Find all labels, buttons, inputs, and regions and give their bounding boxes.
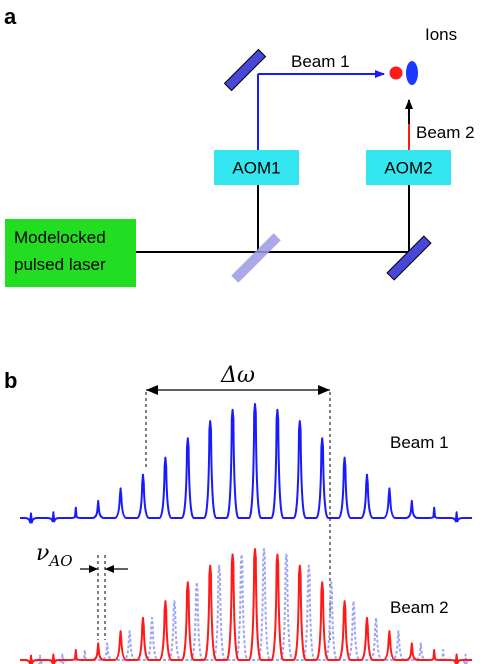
aom1-box [214,150,299,185]
aom2-box [366,150,451,185]
beam1-spectrum [20,403,472,524]
laser-label-line1: Modelocked [14,228,106,247]
panel-b-label: b [4,368,17,393]
panel-b: b Δω νAO Beam 1 Beam 2 [4,363,473,664]
beam2-spectrum [20,548,472,664]
beam1-comb-line [20,403,472,524]
mirror-top [223,48,267,92]
beam2-reference-comb-line [20,548,473,664]
panel-a-label: a [4,4,17,29]
beam2-label: Beam 2 [416,123,475,142]
spectrum-beam2-label: Beam 2 [390,598,449,617]
delta-omega-arrowhead-right [318,385,330,395]
spectrum-beam1-label: Beam 1 [390,433,449,452]
mirror-bottom-right [386,235,432,281]
delta-omega-arrowhead-left [146,385,158,395]
beam2-reference-spectrum [20,548,473,664]
ion-red [389,66,403,80]
nu-ao-symbol: νAO [36,541,73,570]
beam2-comb-line [20,548,472,664]
ion-blue [406,61,418,85]
beam1-label: Beam 1 [291,52,350,71]
panel-a: a AOM1 AOM2 Modelocked pulsed laser Ions [4,4,475,287]
ions-label: Ions [425,25,457,44]
nu-ao-arrowhead-right [105,565,114,573]
delta-omega-label: Δω [220,363,255,388]
laser-label-line2: pulsed laser [14,255,106,274]
beam-splitter [231,233,281,283]
nu-ao-arrowhead-left [89,565,98,573]
aom1-label: AOM1 [232,159,280,178]
laser-box [5,219,136,287]
aom2-label: AOM2 [384,159,432,178]
